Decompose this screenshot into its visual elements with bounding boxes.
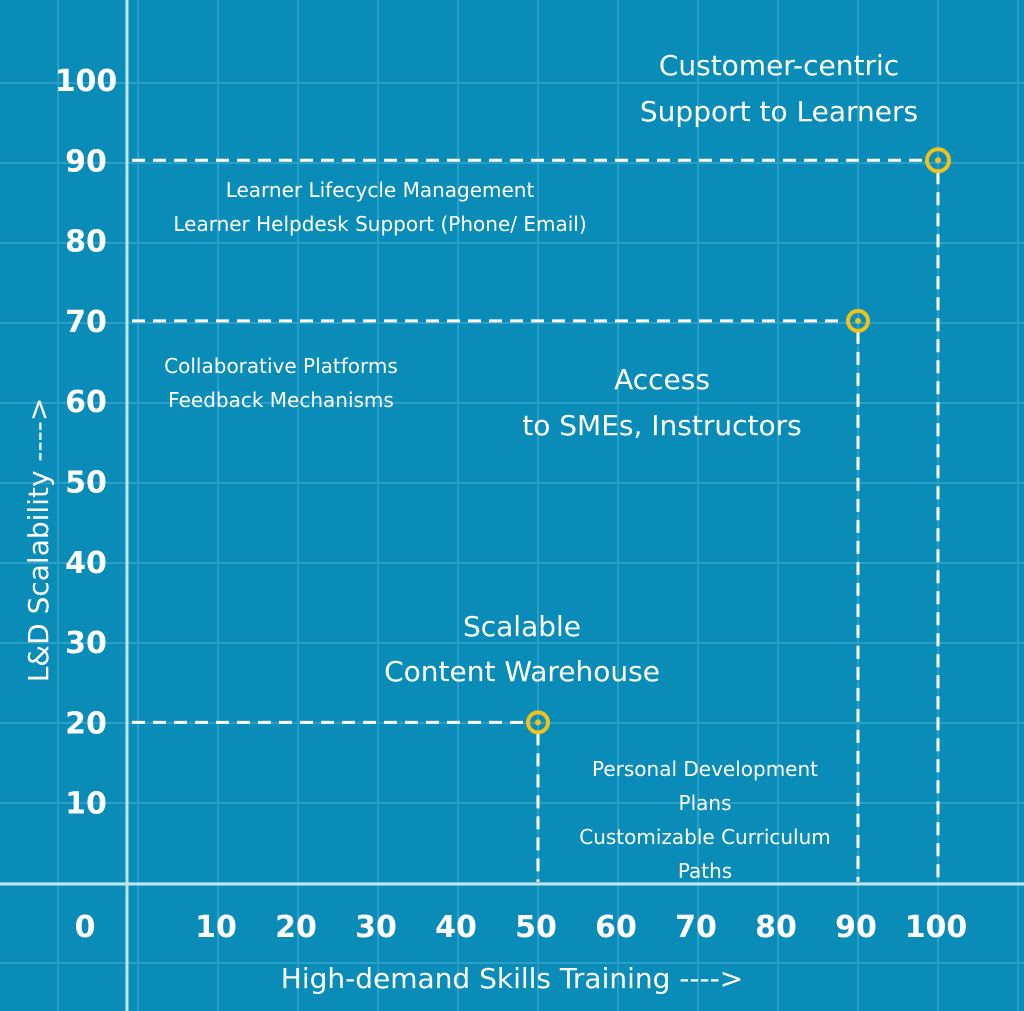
tick-labels: 0 10 20 30 40 50 60 70 80 90 100 10 20 30 40 50 60 70 80 90…: [55, 64, 968, 945]
data-point-center: [535, 719, 541, 726]
data-point-note: Personal Development: [592, 757, 818, 781]
annotations: Scalable Content Warehouse Personal Develo…: [164, 49, 918, 883]
y-tick-label: 100: [55, 64, 118, 99]
y-axis-title: L&D Scalability ---->: [22, 398, 55, 683]
data-point-center: [855, 317, 861, 324]
x-tick-label: 40: [435, 910, 477, 945]
x-tick-label: 90: [835, 910, 877, 945]
data-point-note: Learner Lifecycle Management: [226, 178, 535, 202]
data-point-label: Customer-centric: [659, 49, 899, 82]
data-point-marker: [846, 308, 870, 333]
x-tick-label: 80: [755, 910, 797, 945]
y-tick-label: 10: [65, 787, 107, 822]
data-point-note: Paths: [678, 859, 732, 883]
x-axis-title: High-demand Skills Training ---->: [281, 962, 743, 995]
y-tick-label: 50: [65, 466, 107, 501]
guide-lines: [132, 158, 940, 882]
data-point-label: Support to Learners: [640, 95, 918, 128]
x-tick-label: 100: [905, 910, 968, 945]
x-tick-label: 10: [195, 910, 237, 945]
y-tick-label: 20: [65, 706, 107, 741]
x-tick-label: 30: [355, 910, 397, 945]
data-point-center: [935, 157, 941, 164]
data-point-label: Access: [614, 363, 710, 396]
y-tick-label: 30: [65, 626, 107, 661]
x-tick-label: 70: [675, 910, 717, 945]
x-tick-label: 60: [595, 910, 637, 945]
data-markers: [526, 147, 951, 735]
y-tick-label: 40: [65, 546, 107, 581]
data-point-note: Collaborative Platforms: [164, 354, 398, 378]
data-point-marker: [925, 147, 951, 174]
y-tick-label: 90: [65, 144, 107, 179]
data-point-marker: [526, 710, 550, 735]
data-point-note: Customizable Curriculum: [579, 825, 831, 849]
x-tick-label: 20: [275, 910, 317, 945]
y-tick-label: 60: [65, 385, 107, 420]
data-point-note: Learner Helpdesk Support (Phone/ Email): [173, 212, 586, 236]
data-point-label: to SMEs, Instructors: [522, 409, 801, 442]
data-point-label: Scalable: [463, 610, 581, 643]
origin-label: 0: [75, 910, 96, 945]
data-point-note: Plans: [679, 791, 732, 815]
y-tick-label: 80: [65, 225, 107, 260]
y-tick-label: 70: [65, 305, 107, 340]
x-tick-label: 50: [515, 910, 557, 945]
data-point-note: Feedback Mechanisms: [168, 388, 394, 412]
data-point-label: Content Warehouse: [384, 655, 660, 688]
